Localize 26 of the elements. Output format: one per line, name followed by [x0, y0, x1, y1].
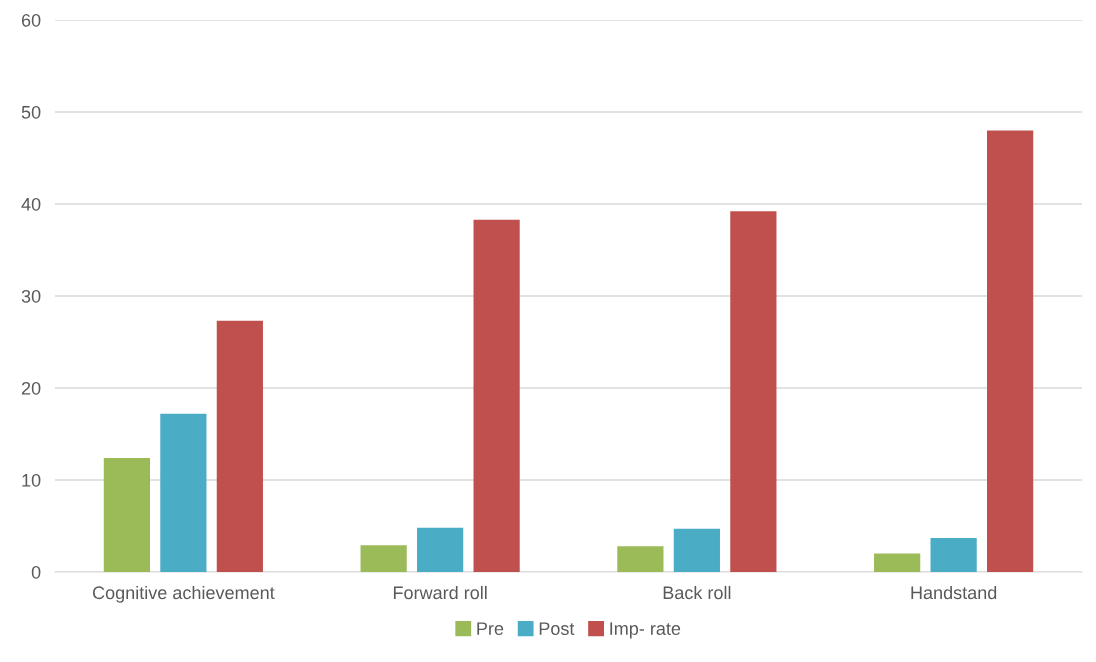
x-tick-label: Cognitive achievement: [92, 585, 275, 603]
bar: [360, 545, 407, 572]
y-tick-label: 50: [21, 105, 41, 119]
bar: [874, 553, 921, 572]
bar: [160, 413, 207, 572]
y-tick-label: 10: [22, 473, 41, 487]
bar: [987, 130, 1034, 572]
bar: [930, 537, 977, 572]
legend-label: Imp- rate: [610, 622, 681, 639]
bar: [673, 528, 720, 572]
bar: [417, 527, 464, 572]
bar: [103, 457, 150, 572]
y-tick-label: 0: [31, 565, 41, 579]
bar: [617, 546, 664, 572]
bar: [730, 211, 777, 572]
x-tick-label: Forward roll: [393, 585, 487, 600]
x-tick-label: Handstand: [911, 585, 997, 600]
y-tick-label: 20: [21, 381, 41, 395]
legend-label: Pre: [477, 622, 504, 635]
y-tick-label: 30: [21, 289, 41, 303]
legend-label: Post: [539, 622, 575, 635]
y-tick-label: 40: [21, 197, 41, 211]
bar: [473, 219, 520, 572]
bar: [216, 320, 263, 572]
x-tick-label: Back roll: [663, 585, 731, 600]
y-tick-label: 60: [21, 13, 41, 27]
